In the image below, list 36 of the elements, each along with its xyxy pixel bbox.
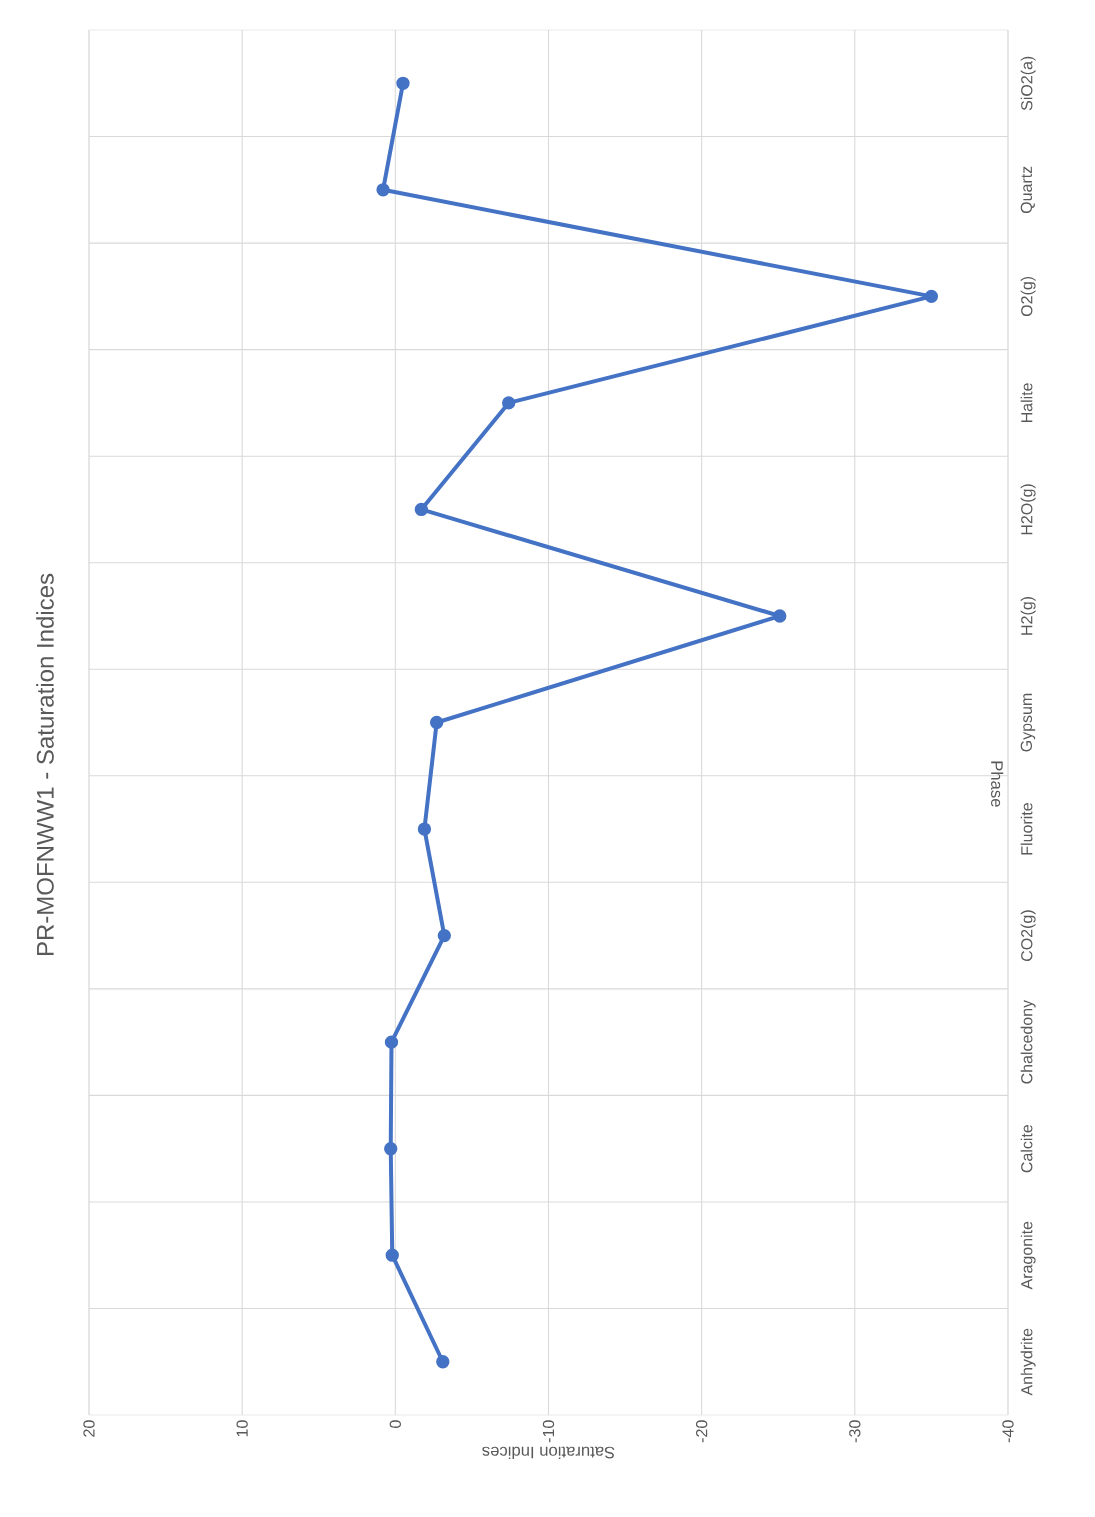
y-tick-label: H2(g) — [1020, 596, 1036, 635]
point — [396, 76, 410, 90]
x-tick-label: -30 — [849, 1420, 861, 1443]
x-tick-label: -10 — [542, 1420, 555, 1443]
point — [502, 396, 516, 410]
y-tick-label: Fluorite — [1020, 803, 1033, 855]
y-tick-label: Aragonite — [1020, 1221, 1036, 1290]
y-axis-title: Phase — [991, 761, 1004, 807]
x-tick-label: 0 — [389, 1420, 401, 1428]
point — [436, 1355, 450, 1369]
x-tick-label: 20 — [83, 1420, 95, 1437]
point — [376, 183, 390, 197]
y-tick-label: O2(g) — [1020, 276, 1036, 317]
y-tick-label: Chalcedony — [1020, 999, 1036, 1084]
x-axis-title: Saturation Indices — [482, 1446, 615, 1459]
x-tick-label: -20 — [695, 1420, 708, 1443]
point — [385, 1248, 399, 1262]
y-tick-label: Gypsum — [1020, 693, 1036, 752]
y-tick-label: Halite — [1020, 383, 1033, 423]
point — [384, 1142, 398, 1156]
x-tick-label: 10 — [236, 1420, 248, 1437]
x-tick-label: -40 — [1002, 1420, 1014, 1443]
point — [414, 502, 429, 517]
y-tick-label: CO2(g) — [1020, 910, 1036, 962]
point — [924, 289, 939, 304]
y-tick-label: H2O(g) — [1020, 484, 1036, 535]
point — [417, 822, 432, 836]
point — [437, 928, 451, 943]
y-tick-label: Anhydrite — [1020, 1328, 1036, 1396]
point — [384, 1035, 399, 1049]
point — [430, 715, 444, 730]
y-tick-label: Calcite — [1020, 1124, 1033, 1173]
y-tick-label: Quartz — [1020, 166, 1035, 214]
text: PR-MOFNWW1 - Saturation Indices — [36, 573, 54, 956]
point — [773, 609, 787, 623]
y-tick-label: SiO2(a) — [1020, 56, 1036, 111]
